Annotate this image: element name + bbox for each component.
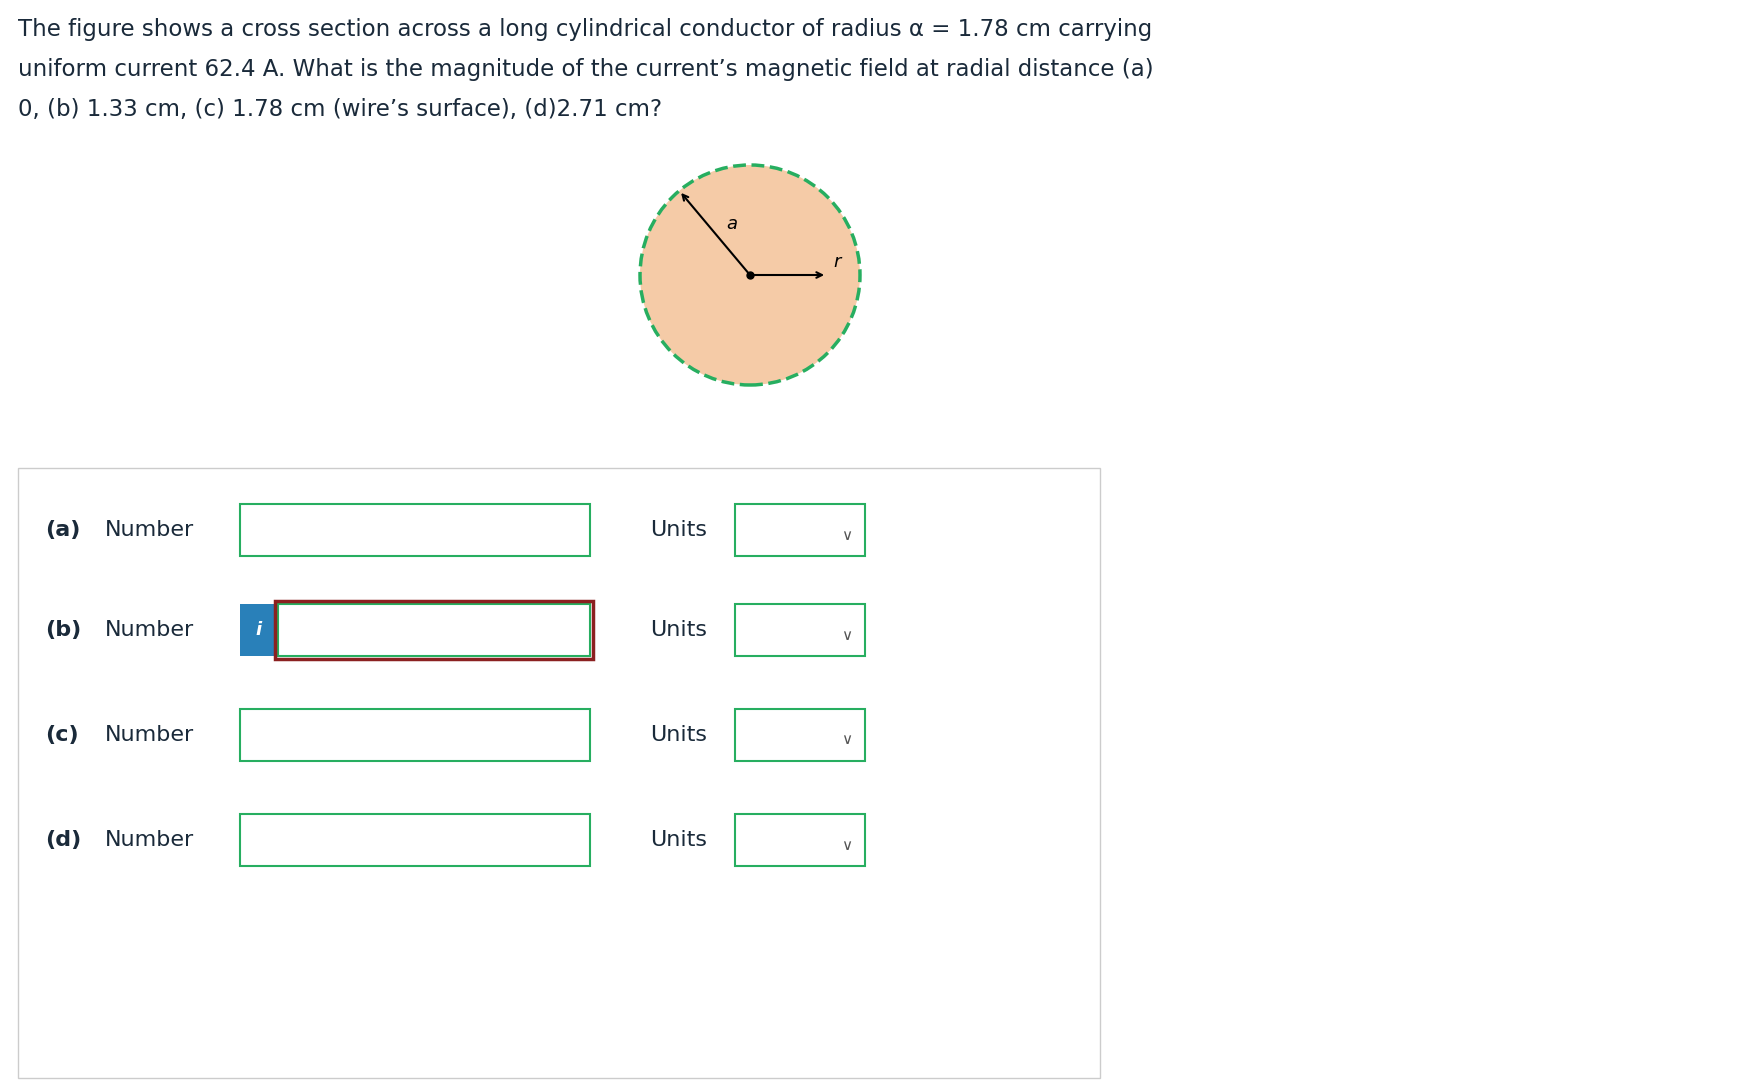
Text: The figure shows a cross section across a long cylindrical conductor of radius α: The figure shows a cross section across … xyxy=(17,17,1153,41)
Text: (d): (d) xyxy=(45,830,82,850)
Text: (a): (a) xyxy=(45,520,80,540)
Text: Number: Number xyxy=(104,726,195,745)
FancyBboxPatch shape xyxy=(240,604,278,656)
Text: 0, (b) 1.33 cm, (c) 1.78 cm (wire’s surface), (d)2.71 cm?: 0, (b) 1.33 cm, (c) 1.78 cm (wire’s surf… xyxy=(17,98,663,121)
Text: a: a xyxy=(727,215,737,233)
Text: uniform current 62.4 A. What is the magnitude of the current’s magnetic field at: uniform current 62.4 A. What is the magn… xyxy=(17,58,1153,81)
FancyBboxPatch shape xyxy=(278,604,590,656)
Text: Units: Units xyxy=(650,830,708,850)
FancyBboxPatch shape xyxy=(240,709,590,762)
Circle shape xyxy=(640,165,861,385)
Text: ∨: ∨ xyxy=(842,528,852,542)
Text: ∨: ∨ xyxy=(842,627,852,643)
Text: (c): (c) xyxy=(45,726,78,745)
FancyBboxPatch shape xyxy=(240,504,590,556)
Text: Number: Number xyxy=(104,620,195,640)
FancyBboxPatch shape xyxy=(736,709,864,762)
Text: (b): (b) xyxy=(45,620,82,640)
Text: Number: Number xyxy=(104,830,195,850)
Text: Units: Units xyxy=(650,620,708,640)
FancyBboxPatch shape xyxy=(240,814,590,866)
Text: Units: Units xyxy=(650,726,708,745)
FancyBboxPatch shape xyxy=(736,604,864,656)
Text: i: i xyxy=(256,621,263,639)
FancyBboxPatch shape xyxy=(736,814,864,866)
Text: ∨: ∨ xyxy=(842,732,852,747)
FancyBboxPatch shape xyxy=(736,504,864,556)
Text: r: r xyxy=(833,253,840,271)
Text: Units: Units xyxy=(650,520,708,540)
Text: Number: Number xyxy=(104,520,195,540)
Text: ∨: ∨ xyxy=(842,838,852,852)
FancyBboxPatch shape xyxy=(17,468,1101,1078)
